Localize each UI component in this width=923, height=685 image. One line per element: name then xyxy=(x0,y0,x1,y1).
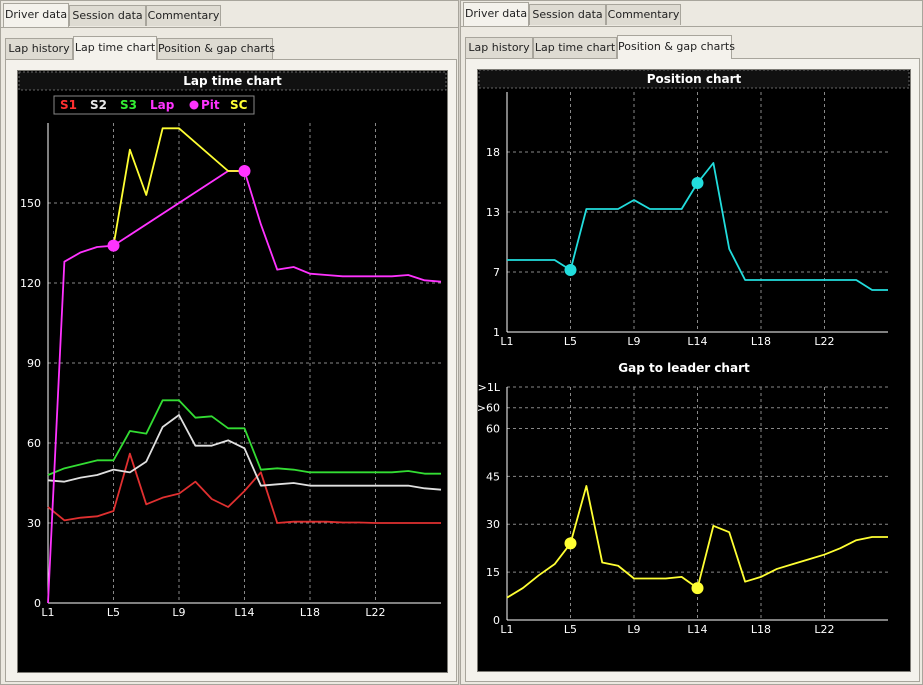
legend-box xyxy=(53,95,255,115)
tab-commentary[interactable]: Commentary xyxy=(146,5,221,26)
tab-session-data[interactable]: Session data xyxy=(529,4,606,25)
left-sub-tabs: Lap history Lap time chart Position & ga… xyxy=(5,36,455,60)
legend-item: S3 xyxy=(120,98,137,112)
chart-title-bar xyxy=(18,71,447,91)
x-tick-label: L1 xyxy=(500,623,513,636)
y-tick-label: 0 xyxy=(493,614,500,627)
y-tick-label: 1 xyxy=(493,326,500,339)
right-top-tabs: Driver data Session data Commentary xyxy=(463,2,922,26)
tab-lap-time-chart[interactable]: Lap time chart xyxy=(533,37,617,58)
y-tick-label: 60 xyxy=(486,422,500,435)
x-tick-label: L14 xyxy=(687,335,707,348)
x-tick-label: L5 xyxy=(107,606,120,619)
legend-item: SC xyxy=(230,98,248,112)
y-tick-label: 45 xyxy=(486,470,500,483)
x-tick-label: L22 xyxy=(814,335,834,348)
x-tick-label: L14 xyxy=(687,623,707,636)
lap-time-chart-svg: Lap time chart L1 L5 L9 L14 L18 L22 0 30 60 90 120 1… xyxy=(18,71,447,619)
x-tick-label: L9 xyxy=(172,606,185,619)
position-chart-title: Position chart xyxy=(647,72,742,86)
x-tick-label: L1 xyxy=(500,335,513,348)
y-tick-label: 15 xyxy=(486,566,500,579)
x-tick-label: L5 xyxy=(564,335,577,348)
x-tick-label: L22 xyxy=(365,606,385,619)
right-sub-tabs: Lap history Lap time chart Position & ga… xyxy=(465,35,920,59)
x-tick-label: L9 xyxy=(627,623,640,636)
lap-time-chart: Lap time chart L1 L5 L9 L14 L18 L22 0 30 60 90 120 1… xyxy=(17,70,448,673)
lap-time-panel: Lap time chart L1 L5 L9 L14 L18 L22 0 30 60 90 120 1… xyxy=(5,59,457,682)
y-tick-label: 18 xyxy=(486,146,500,159)
y-tick-label: 150 xyxy=(20,197,41,210)
pit-marker-1 xyxy=(691,177,704,189)
tab-lap-history[interactable]: Lap history xyxy=(5,38,73,59)
left-pane: Driver data Session data Commentary Lap … xyxy=(0,0,459,685)
series-line-sc xyxy=(112,127,245,246)
chart-title: Lap time chart xyxy=(183,74,282,88)
series-line-lap xyxy=(47,170,442,604)
tab-lap-time-chart[interactable]: Lap time chart xyxy=(73,36,157,60)
tab-position-gap-charts[interactable]: Position & gap charts xyxy=(157,38,275,59)
y-tick-label: 30 xyxy=(27,517,41,530)
tab-driver-data[interactable]: Driver data xyxy=(463,2,529,26)
x-tick-label: L18 xyxy=(300,606,320,619)
pit-marker-0 xyxy=(107,239,120,252)
position-chart-title-bar xyxy=(478,69,910,89)
x-tick-label: L18 xyxy=(751,623,771,636)
y-tick-label: >60 xyxy=(478,402,500,415)
right-pane: Driver data Session data Commentary Lap … xyxy=(460,0,923,685)
position-gap-panel: Position chart L1 L5 L9 L14 L18 L22 1 7 13 18 Gap t… xyxy=(465,58,920,682)
pit-marker-1 xyxy=(691,582,704,595)
tab-commentary[interactable]: Commentary xyxy=(606,4,681,25)
y-tick-label: 90 xyxy=(27,357,41,370)
legend-item: S2 xyxy=(90,98,107,112)
y-tick-label: 30 xyxy=(486,518,500,531)
tab-session-data[interactable]: Session data xyxy=(69,5,146,26)
x-tick-label: L5 xyxy=(564,623,577,636)
series-line-s3 xyxy=(47,399,441,476)
tab-lap-history[interactable]: Lap history xyxy=(465,37,533,58)
legend-item: S1 xyxy=(60,98,77,112)
position-gap-chart: Position chart L1 L5 L9 L14 L18 L22 1 7 13 18 Gap t… xyxy=(477,69,911,672)
series-line-s2 xyxy=(47,414,442,491)
y-tick-label: 60 xyxy=(27,437,41,450)
legend-item: Lap xyxy=(150,98,175,112)
pit-marker-0 xyxy=(564,537,577,550)
pit-marker-1 xyxy=(238,165,251,177)
y-tick-label: >1L xyxy=(478,381,501,394)
y-tick-label: 7 xyxy=(493,266,500,279)
x-tick-label: L1 xyxy=(41,606,54,619)
pit-marker-0 xyxy=(564,264,577,276)
gap-chart-title: Gap to leader chart xyxy=(618,361,750,375)
top-tab-separator xyxy=(461,26,922,27)
legend-pit-marker xyxy=(189,100,199,110)
y-tick-label: 120 xyxy=(20,277,41,290)
x-tick-label: L9 xyxy=(627,335,640,348)
legend-item: Pit xyxy=(201,98,220,112)
position-gap-chart-svg: Position chart L1 L5 L9 L14 L18 L22 1 7 13 18 Gap t… xyxy=(477,69,910,636)
series-line-s1 xyxy=(47,452,441,524)
x-tick-label: L18 xyxy=(751,335,771,348)
tab-position-gap-charts[interactable]: Position & gap charts xyxy=(617,35,735,59)
y-tick-label: 13 xyxy=(486,206,500,219)
left-top-tabs: Driver data Session data Commentary xyxy=(3,3,458,27)
y-tick-label: 0 xyxy=(34,597,41,610)
top-tab-separator xyxy=(1,27,458,28)
x-tick-label: L14 xyxy=(234,606,254,619)
tab-driver-data[interactable]: Driver data xyxy=(3,3,69,27)
x-tick-label: L22 xyxy=(814,623,834,636)
